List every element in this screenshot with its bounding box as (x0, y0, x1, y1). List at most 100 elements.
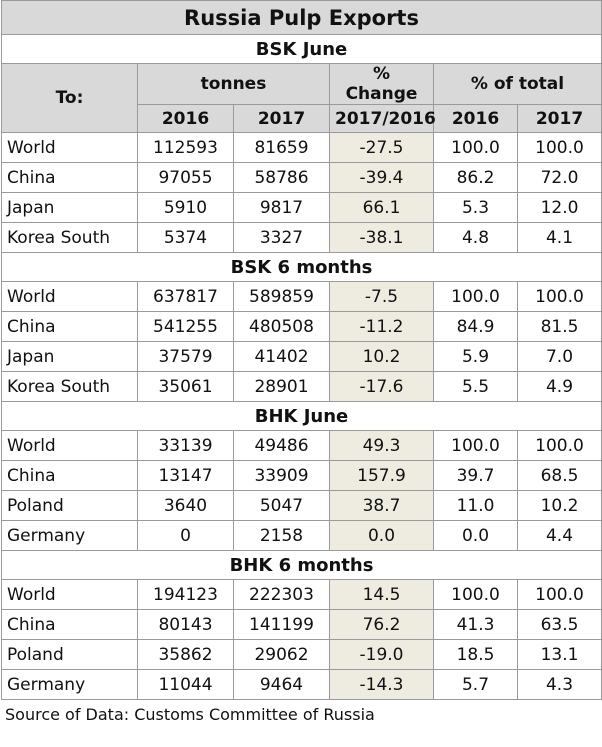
header-change-period: 2017/2016 (329, 104, 436, 133)
table-row: Japan 5910 9817 66.1 5.3 12.0 (1, 192, 602, 223)
section-header-row: BSK 6 months (0, 252, 602, 282)
table-row: Germany 11044 9464 -14.3 5.7 4.3 (1, 669, 602, 700)
pulp-exports-table: Russia Pulp Exports BSK June To: tonnes% C… (0, 0, 602, 700)
pct-total-2016-cell: 41.3 (433, 609, 518, 640)
pct-change-cell: 10.2 (329, 341, 434, 372)
tonnes-2016-cell: 11044 (137, 669, 234, 700)
header-tonnes-2017: 2017 (233, 104, 330, 133)
table-row: Poland 35862 29062 -19.0 18.5 13.1 (1, 639, 602, 670)
pct-change-cell: 157.9 (329, 460, 434, 491)
column-header-row-1: To: tonnes% Change% of total (1, 63, 602, 133)
table-row: World 637817 589859 -7.5 100.0 100.0 (1, 281, 602, 312)
tonnes-2017-cell: 58786 (233, 162, 330, 193)
pct-total-2017-cell: 13.1 (516, 639, 602, 670)
pct-change-cell: 66.1 (329, 192, 434, 223)
tonnes-2016-cell: 37579 (137, 341, 234, 372)
pct-change-cell: -7.5 (329, 281, 434, 312)
pct-total-2016-cell: 18.5 (433, 639, 518, 670)
tonnes-2016-cell: 35061 (137, 371, 234, 402)
header-pct-2017: 2017 (516, 104, 602, 133)
destination-cell: Japan (1, 341, 138, 372)
tonnes-2016-cell: 3640 (137, 490, 234, 521)
table-row: Japan 37579 41402 10.2 5.9 7.0 (1, 341, 602, 372)
pct-total-2017-cell: 63.5 (516, 609, 602, 640)
column-header-row-2: 2016 2017 2017/2016 2016 2017 (2, 104, 602, 133)
pct-total-2017-cell: 10.2 (516, 490, 602, 521)
destination-cell: Japan (1, 192, 138, 223)
pct-total-2016-cell: 100.0 (433, 281, 518, 312)
pct-change-cell: 0.0 (329, 520, 434, 551)
section-title: BSK 6 months (0, 252, 602, 282)
table-row: China 13147 33909 157.9 39.7 68.5 (1, 460, 602, 491)
pct-total-2016-cell: 86.2 (433, 162, 518, 193)
pct-change-cell: -39.4 (329, 162, 434, 193)
pct-change-cell: 76.2 (329, 609, 434, 640)
pct-total-2016-cell: 100.0 (433, 579, 518, 610)
tonnes-2017-cell: 222303 (233, 579, 330, 610)
header-pct-2016: 2016 (433, 104, 518, 133)
tonnes-2016-cell: 97055 (137, 162, 234, 193)
tonnes-2017-cell: 49486 (233, 430, 330, 461)
tonnes-2016-cell: 637817 (137, 281, 234, 312)
table-row: Germany 0 2158 0.0 0.0 4.4 (1, 520, 602, 551)
pct-total-2017-cell: 100.0 (516, 579, 602, 610)
pct-total-2016-cell: 100.0 (433, 132, 518, 163)
table-row: World 112593 81659 -27.5 100.0 100.0 (1, 132, 602, 163)
pct-change-cell: -27.5 (329, 132, 434, 163)
pct-total-2017-cell: 81.5 (516, 311, 602, 342)
destination-cell: World (1, 281, 138, 312)
pct-total-2016-cell: 100.0 (433, 430, 518, 461)
table-row: World 194123 222303 14.5 100.0 100.0 (1, 579, 602, 610)
pct-total-2016-cell: 4.8 (433, 222, 518, 253)
destination-cell: World (1, 579, 138, 610)
tonnes-2017-cell: 141199 (233, 609, 330, 640)
destination-cell: Korea South (1, 371, 138, 402)
pct-total-2017-cell: 4.1 (516, 222, 602, 253)
tonnes-2016-cell: 541255 (137, 311, 234, 342)
pct-total-2016-cell: 0.0 (433, 520, 518, 551)
destination-cell: China (1, 460, 138, 491)
tonnes-2016-cell: 0 (137, 520, 234, 551)
header-tonnes-2016: 2016 (137, 104, 234, 133)
pct-change-cell: -11.2 (329, 311, 434, 342)
pct-total-2016-cell: 5.5 (433, 371, 518, 402)
section-title: BHK June (0, 401, 602, 431)
table-row: China 541255 480508 -11.2 84.9 81.5 (1, 311, 602, 342)
tonnes-2016-cell: 13147 (137, 460, 234, 491)
pct-total-2016-cell: 5.3 (433, 192, 518, 223)
pct-total-2017-cell: 100.0 (516, 281, 602, 312)
pct-total-2017-cell: 72.0 (516, 162, 602, 193)
section-header-row: BHK June (0, 401, 602, 431)
pct-change-cell: 38.7 (329, 490, 434, 521)
tonnes-2016-cell: 112593 (137, 132, 234, 163)
pct-total-2016-cell: 5.7 (433, 669, 518, 700)
table-row: Poland 3640 5047 38.7 11.0 10.2 (1, 490, 602, 521)
pct-total-2017-cell: 12.0 (516, 192, 602, 223)
table-row: Korea South 5374 3327 -38.1 4.8 4.1 (1, 222, 602, 253)
tonnes-2016-cell: 80143 (137, 609, 234, 640)
pct-total-2016-cell: 5.9 (433, 341, 518, 372)
destination-cell: Germany (1, 520, 138, 551)
pct-total-2017-cell: 4.3 (516, 669, 602, 700)
table-row: China 80143 141199 76.2 41.3 63.5 (1, 609, 602, 640)
destination-cell: China (1, 609, 138, 640)
pct-total-2016-cell: 84.9 (433, 311, 518, 342)
section-title: BHK 6 months (0, 550, 602, 580)
tonnes-2017-cell: 29062 (233, 639, 330, 670)
pct-change-cell: -38.1 (329, 222, 434, 253)
source-note: Source of Data: Customs Committee of Rus… (5, 705, 375, 724)
tonnes-2016-cell: 35862 (137, 639, 234, 670)
section-title: BSK June (0, 34, 602, 64)
tonnes-2017-cell: 480508 (233, 311, 330, 342)
tonnes-2016-cell: 5910 (137, 192, 234, 223)
pct-change-cell: 14.5 (329, 579, 434, 610)
header-pct-change: % Change (329, 63, 434, 105)
table-title: Russia Pulp Exports (0, 0, 602, 35)
tonnes-2016-cell: 194123 (137, 579, 234, 610)
pct-total-2017-cell: 7.0 (516, 341, 602, 372)
section-header-row: BSK June (0, 34, 602, 64)
pct-change-cell: 49.3 (329, 430, 434, 461)
pct-change-cell: -19.0 (329, 639, 434, 670)
destination-cell: China (1, 311, 138, 342)
destination-cell: Poland (1, 490, 138, 521)
